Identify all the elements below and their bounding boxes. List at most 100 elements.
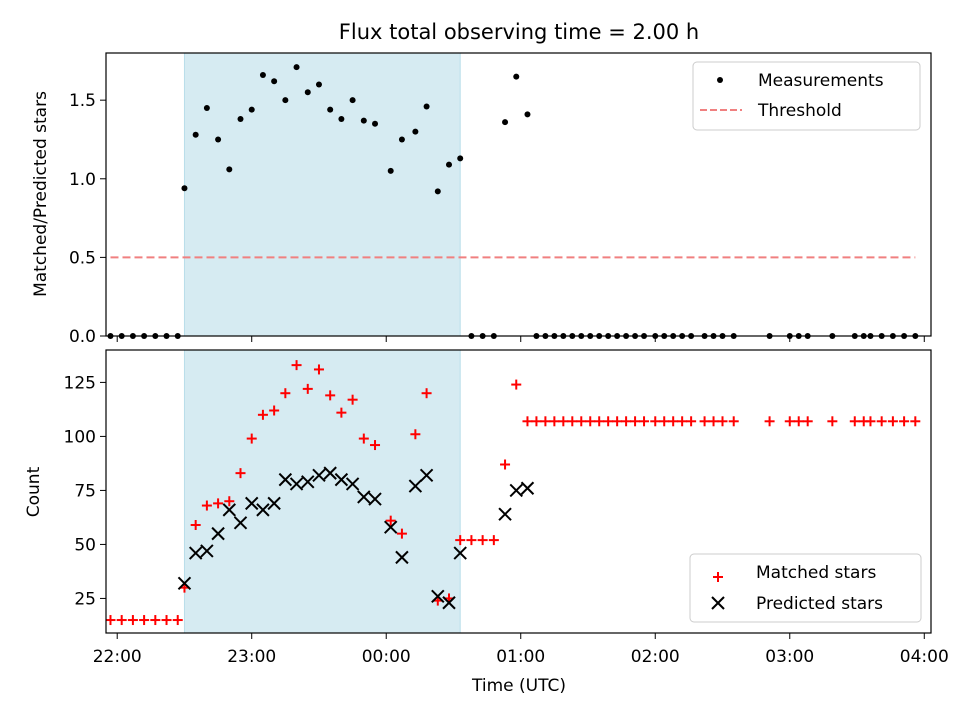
x-tick-label: 02:00 — [631, 647, 680, 667]
measurement-point — [282, 97, 289, 104]
y-tick-label: 25 — [74, 589, 96, 609]
measurement-point — [524, 111, 531, 118]
measurement-point — [412, 128, 419, 135]
top-shaded-span — [183, 52, 461, 337]
top-y-axis-label: Matched/Predicted stars — [31, 91, 51, 297]
top-legend: Measurements Threshold — [692, 61, 921, 131]
y-tick-label: 75 — [74, 481, 96, 501]
predicted-star-point — [233, 516, 248, 530]
matched-star-point — [802, 416, 813, 427]
matched-star-point — [784, 416, 795, 427]
y-tick-label: 0.5 — [69, 248, 96, 268]
shaded-span-rect — [183, 349, 461, 634]
x-tick-label: 03:00 — [765, 647, 814, 667]
matched-star-point — [827, 416, 838, 427]
matched-star-point — [269, 405, 280, 416]
measurement-point — [226, 166, 233, 173]
predicted-star-point — [256, 503, 270, 517]
matched-star-point — [585, 416, 596, 427]
bottom-axes-frame — [105, 349, 932, 634]
predicted-star-point — [520, 481, 535, 495]
measurement-point — [457, 155, 464, 162]
matched-star-point — [531, 416, 542, 427]
shaded-span-rect — [183, 52, 461, 337]
legend-measurements-marker — [717, 77, 723, 83]
legend-threshold-label: Threshold — [757, 101, 842, 121]
measurement-point — [446, 161, 453, 168]
bottom-x-axis: 22:00 23:00 00:00 01:00 02:00 03:00 04:00 — [93, 633, 949, 667]
matched-star-point — [302, 383, 313, 394]
predicted-star-point — [188, 546, 203, 560]
top-x-axis — [116, 336, 925, 342]
y-tick-label: 0.0 — [69, 327, 96, 347]
predicted-star-point — [431, 589, 445, 603]
matched-star-point — [899, 416, 910, 427]
predicted-star-point — [453, 546, 467, 560]
matched-star-point — [347, 394, 358, 405]
matched-star-point — [764, 416, 775, 427]
bottom-legend: Matched stars Predicted stars — [689, 553, 922, 623]
matched-star-point — [910, 416, 921, 427]
measurement-point — [315, 81, 322, 88]
measurement-point — [304, 89, 311, 96]
predicted-star-point — [177, 576, 192, 591]
legend-matched-marker — [713, 572, 723, 582]
matched-star-point — [455, 535, 466, 546]
bottom-y-axis: 25 50 75 100 125 — [64, 373, 106, 609]
chart-title: Flux total observing time = 2.00 h — [339, 20, 699, 44]
predicted-star-point — [419, 468, 434, 483]
matched-star-point — [511, 379, 522, 390]
predicted-star-point — [312, 468, 326, 483]
matched-star-point — [291, 360, 302, 371]
bottom-panel: 25 50 75 100 125 22:00 23:00 00:00 01:00 02:00 03… — [24, 349, 949, 696]
predicted-star-point — [357, 490, 371, 504]
matched-star-point — [105, 615, 116, 626]
x-tick-label: 01:00 — [496, 647, 545, 667]
predicted-star-point — [200, 544, 214, 558]
y-tick-label: 50 — [74, 535, 96, 555]
matched-star-point — [728, 416, 739, 427]
matched-star-point — [358, 433, 369, 444]
measurement-point — [502, 119, 509, 126]
legend-predicted-label: Predicted stars — [756, 594, 883, 614]
matched-star-point — [549, 416, 560, 427]
predicted-star-point — [384, 520, 398, 534]
y-tick-label: 1.5 — [69, 91, 96, 111]
legend-matched-label: Matched stars — [756, 563, 876, 583]
matched-star-point — [522, 416, 533, 427]
matched-star-point — [246, 433, 257, 444]
matched-star-point — [677, 416, 688, 427]
matched-star-point — [540, 416, 551, 427]
measurement-point — [248, 106, 255, 113]
matched-star-point — [370, 440, 381, 451]
y-tick-label: 100 — [64, 427, 96, 447]
matched-star-point — [621, 416, 632, 427]
predicted-star-point — [222, 503, 237, 517]
predicted-star-point — [323, 466, 337, 480]
predicted-star-point — [345, 477, 360, 491]
measurement-point — [513, 73, 520, 80]
matched-star-point — [257, 409, 268, 420]
matched-star-point — [567, 416, 578, 427]
matched-star-point — [887, 416, 898, 427]
top-axes-frame — [105, 52, 932, 337]
matched-star-point — [421, 388, 432, 399]
matched-star-point — [699, 416, 710, 427]
bottom-y-axis-label: Count — [24, 466, 44, 517]
matched-star-point — [708, 416, 719, 427]
bottom-x-axis-label: Time (UTC) — [471, 676, 566, 696]
matched-star-point — [213, 498, 224, 509]
matched-star-point — [161, 615, 172, 626]
matched-star-point — [612, 416, 623, 427]
measurement-point — [387, 167, 394, 174]
legend-predicted-marker — [711, 596, 725, 610]
matched-star-point — [500, 459, 511, 470]
matched-star-point — [488, 535, 499, 546]
matched-star-point — [325, 390, 336, 401]
matched-star-point — [116, 615, 127, 626]
matched-star-point — [466, 535, 477, 546]
measurement-point — [372, 120, 379, 127]
matched-star-point — [280, 388, 291, 399]
predicted-star-point — [442, 596, 456, 610]
